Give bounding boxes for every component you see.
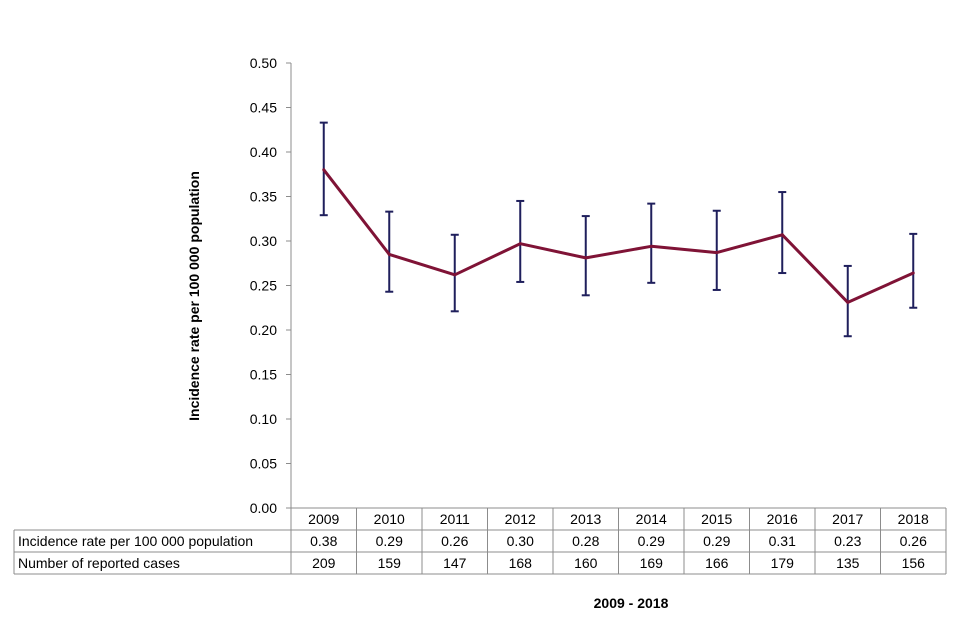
y-tick-label: 0.50 <box>250 55 277 71</box>
y-tick-label: 0.25 <box>250 278 277 294</box>
table-cell: 166 <box>705 555 729 571</box>
x-tick-label: 2009 <box>308 511 339 527</box>
data-point <box>584 256 587 259</box>
table-cell: 0.29 <box>703 533 730 549</box>
x-tick-label: 2013 <box>570 511 601 527</box>
error-bar <box>647 204 655 283</box>
y-axis-title: Incidence rate per 100 000 population <box>186 171 202 421</box>
table-cell: 160 <box>574 555 598 571</box>
data-point <box>650 245 653 248</box>
y-tick-label: 0.35 <box>250 189 277 205</box>
x-tick-label: 2014 <box>636 511 667 527</box>
series-line-group <box>322 168 915 304</box>
data-point <box>453 273 456 276</box>
y-tick-label: 0.10 <box>250 411 277 427</box>
data-point <box>322 168 325 171</box>
table-cell: 0.26 <box>900 533 927 549</box>
x-tick-label: 2016 <box>767 511 798 527</box>
series-line-incidence-rate <box>324 170 914 303</box>
x-axis-title: 2009 - 2018 <box>594 595 669 611</box>
y-axis: 0.00 0.05 0.10 0.15 0.20 0.25 0.30 0.35 0.40 0.45… <box>250 55 291 516</box>
data-point <box>781 233 784 236</box>
table-cell: 209 <box>312 555 336 571</box>
y-tick-label: 0.05 <box>250 456 277 472</box>
y-tick-label: 0.15 <box>250 367 277 383</box>
x-tick-label: 2018 <box>898 511 929 527</box>
table-cell: 0.26 <box>441 533 468 549</box>
error-bar <box>582 216 590 295</box>
error-bars <box>320 123 918 337</box>
data-point <box>388 253 391 256</box>
table-cell: 0.28 <box>572 533 599 549</box>
table-cell: 0.31 <box>769 533 796 549</box>
x-tick-label: 2010 <box>374 511 405 527</box>
x-tick-label: 2012 <box>505 511 536 527</box>
line-chart: 0.00 0.05 0.10 0.15 0.20 0.25 0.30 0.35 0.40 0.45… <box>0 0 960 640</box>
y-tick-label: 0.40 <box>250 144 277 160</box>
y-tick-label: 0.30 <box>250 233 277 249</box>
table-row-label: Incidence rate per 100 000 population <box>18 533 253 549</box>
table-cell: 159 <box>378 555 402 571</box>
error-bar <box>516 201 524 282</box>
table-cell: 168 <box>509 555 533 571</box>
table-cell: 156 <box>902 555 926 571</box>
table-cell: 0.30 <box>507 533 534 549</box>
data-point <box>912 272 915 275</box>
y-tick-label: 0.20 <box>250 322 277 338</box>
error-bar <box>778 192 786 273</box>
data-point <box>846 301 849 304</box>
x-tick-label: 2015 <box>701 511 732 527</box>
table-row-label: Number of reported cases <box>18 555 180 571</box>
data-point <box>715 251 718 254</box>
x-tick-label: 2017 <box>832 511 863 527</box>
table-cell: 0.29 <box>638 533 665 549</box>
data-table: 2009 2010 2011 2012 2013 2014 2015 2016 2017 2018… <box>14 508 946 574</box>
table-cell: 0.29 <box>376 533 403 549</box>
y-tick-label: 0.00 <box>250 500 277 516</box>
data-point <box>519 242 522 245</box>
table-cell: 147 <box>443 555 467 571</box>
y-tick-label: 0.45 <box>250 100 277 116</box>
table-cell: 169 <box>640 555 664 571</box>
x-tick-label: 2011 <box>440 511 470 527</box>
table-cell: 135 <box>836 555 860 571</box>
table-cell: 179 <box>771 555 795 571</box>
error-bar <box>909 234 917 308</box>
table-cell: 0.23 <box>834 533 861 549</box>
table-cell: 0.38 <box>310 533 337 549</box>
